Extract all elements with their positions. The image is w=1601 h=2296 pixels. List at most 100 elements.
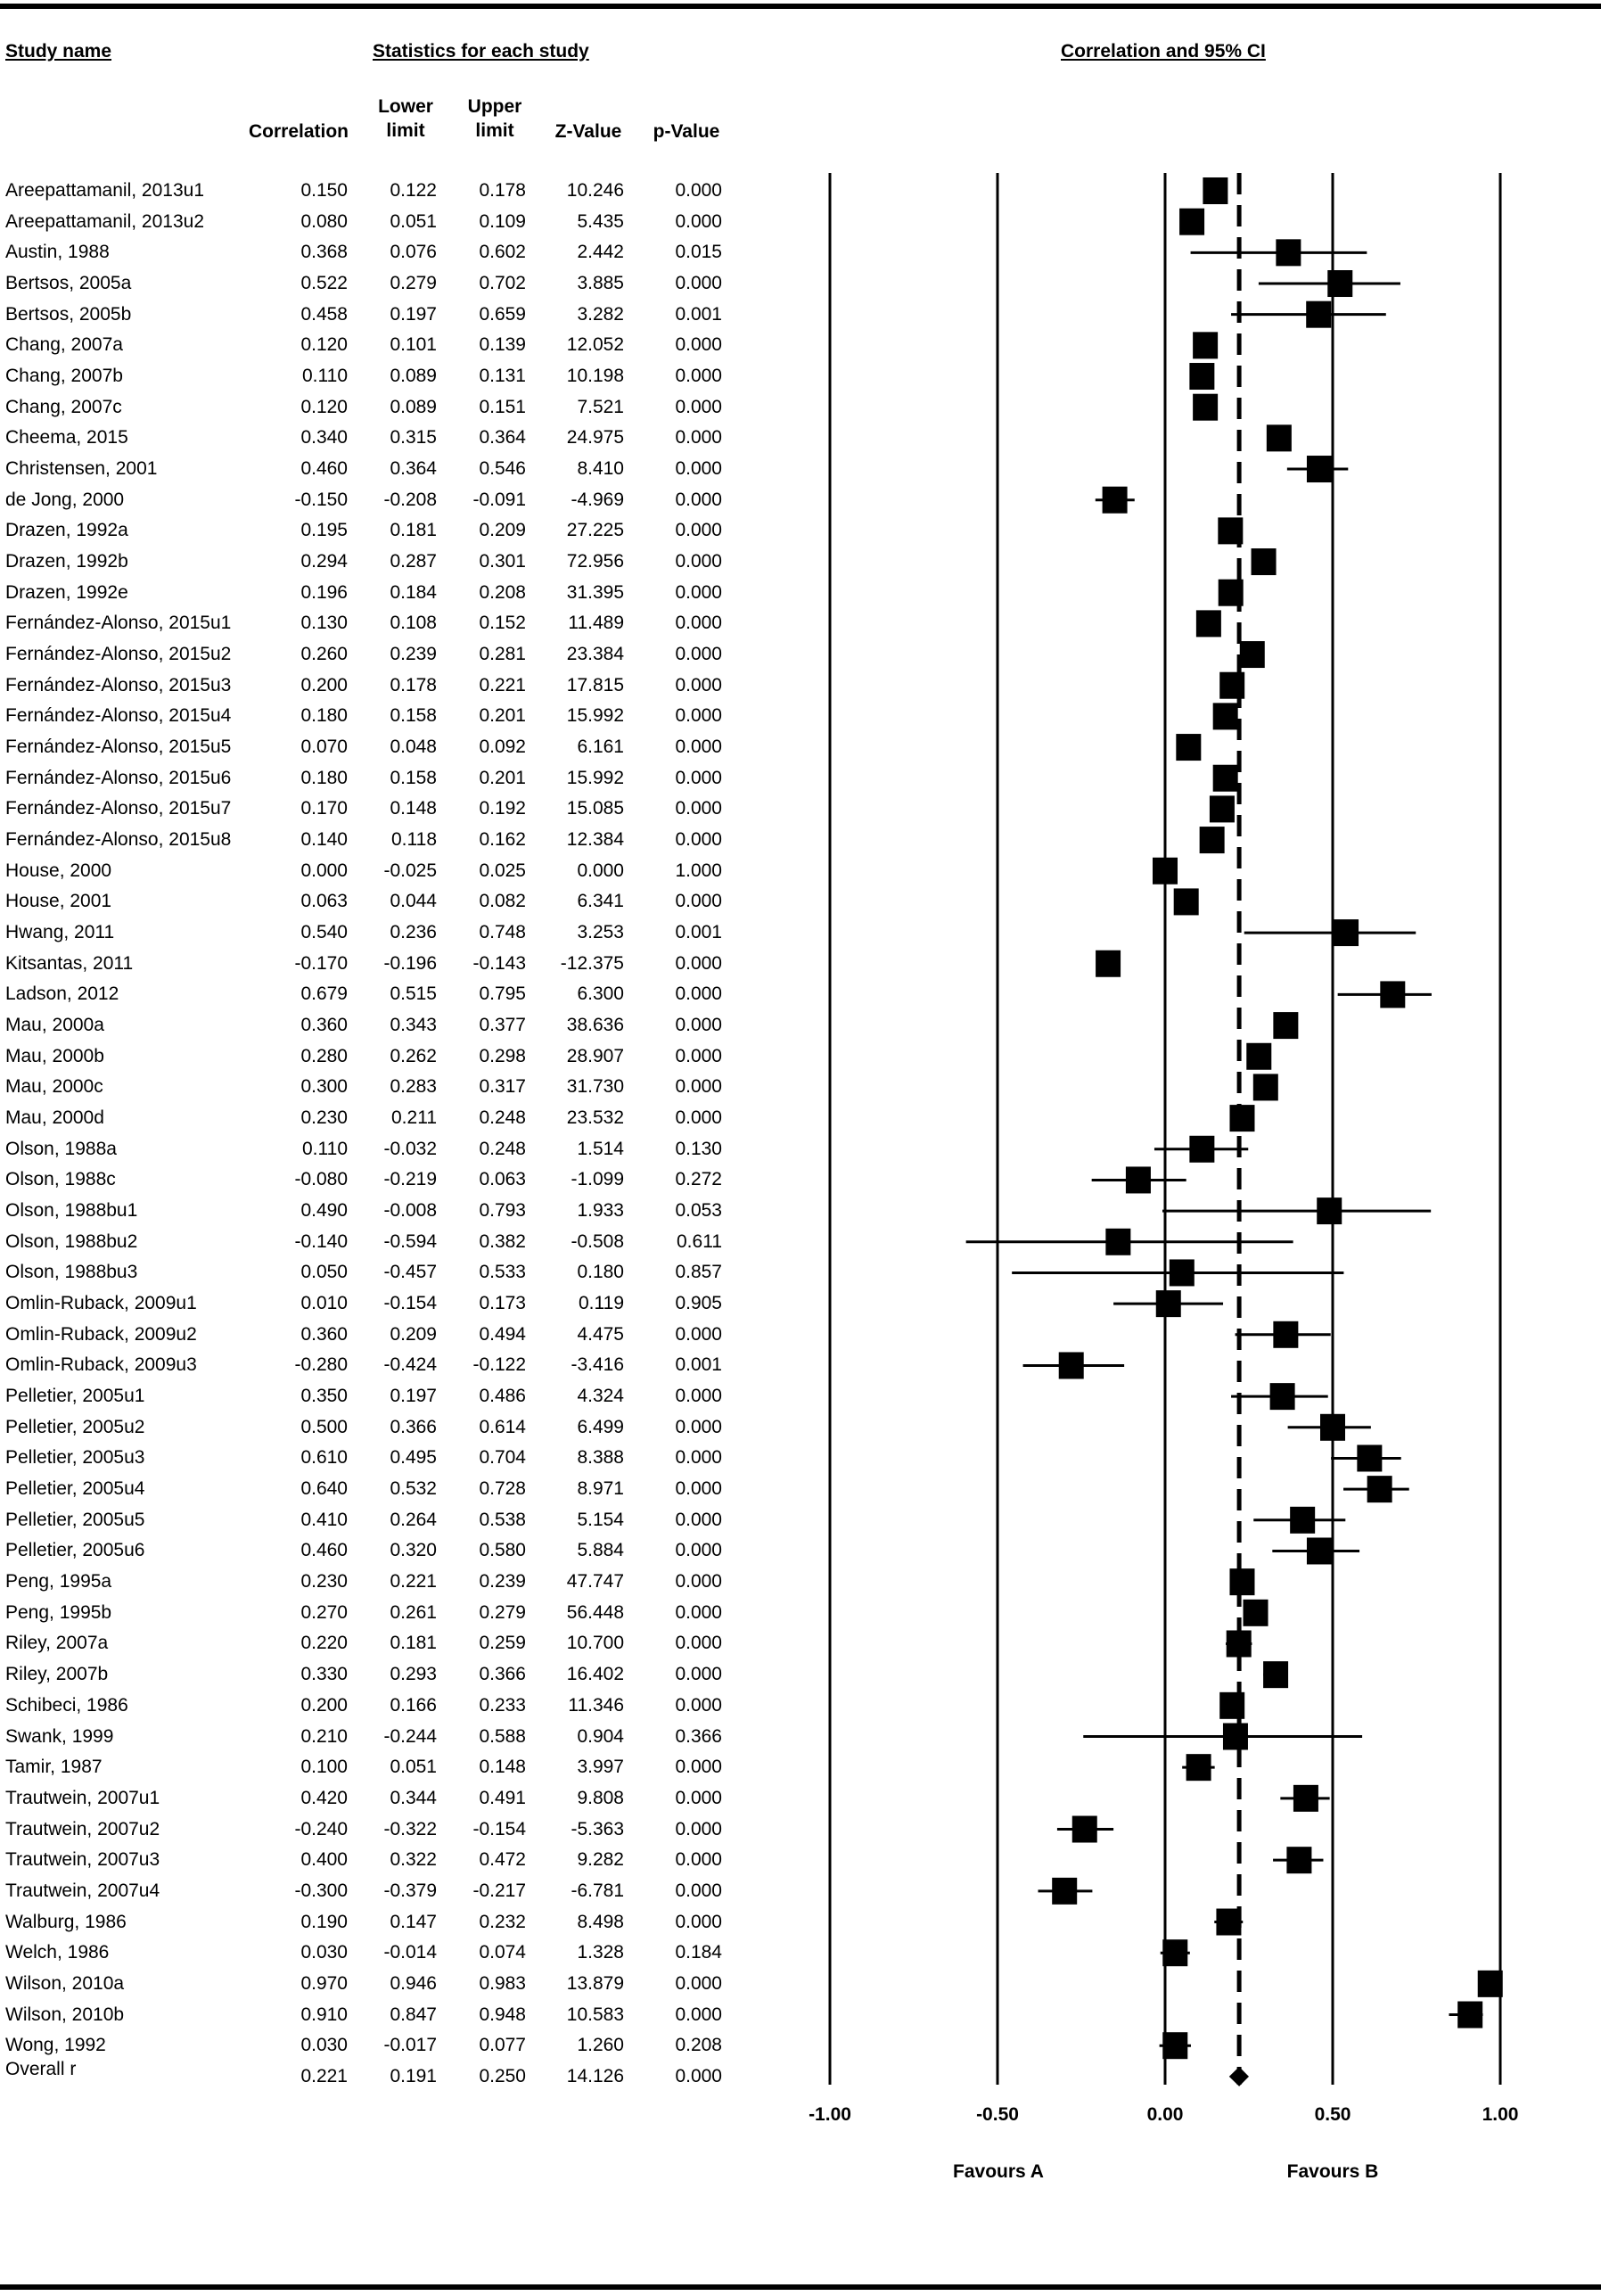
- lower-limit-cell: 0.101: [390, 334, 437, 356]
- study-name-cell: Welch, 1986: [5, 1942, 110, 1963]
- z-value-cell: 6.300: [577, 983, 624, 1005]
- p-value-cell: 0.001: [675, 1354, 722, 1376]
- correlation-cell: 0.910: [300, 2004, 348, 2025]
- effect-marker: [1209, 795, 1235, 823]
- lower-limit-cell: -0.196: [383, 952, 437, 974]
- study-name-cell: Hwang, 2011: [5, 922, 115, 943]
- p-value-cell: 0.000: [675, 427, 722, 449]
- study-name-cell: Omlin-Ruback, 2009u2: [5, 1323, 197, 1345]
- lower-limit-cell: -0.025: [383, 860, 437, 881]
- p-value-cell: 0.000: [675, 1509, 722, 1530]
- p-value-cell: 0.857: [675, 1262, 722, 1283]
- study-name-cell: Fernández-Alonso, 2015u8: [5, 829, 232, 851]
- z-value-cell: 0.904: [577, 1725, 624, 1747]
- effect-marker: [1176, 734, 1202, 761]
- z-value-cell: -6.781: [571, 1880, 624, 1901]
- p-value-cell: 0.001: [675, 303, 722, 325]
- lower-limit-cell: 0.089: [390, 396, 437, 417]
- z-value-cell: 17.815: [566, 674, 624, 695]
- correlation-cell: 0.200: [300, 1694, 348, 1716]
- p-value-cell: 0.130: [675, 1138, 722, 1159]
- correlation-cell: 0.230: [300, 1571, 348, 1592]
- z-value-cell: 1.514: [577, 1138, 624, 1159]
- p-value-cell: 0.000: [675, 1880, 722, 1901]
- correlation-cell: 0.270: [300, 1601, 348, 1623]
- lower-limit-cell: -0.008: [383, 1200, 437, 1222]
- lower-limit-cell: 0.364: [390, 458, 437, 480]
- effect-marker: [1293, 1784, 1318, 1812]
- study-name-cell: Olson, 1988bu2: [5, 1230, 138, 1252]
- effect-marker: [1327, 270, 1353, 298]
- study-row: Areepattamanil, 2013u2 0.080 0.051 0.109 5.4…: [0, 207, 767, 237]
- lower-limit-cell: 0.261: [390, 1601, 437, 1623]
- correlation-cell: 0.330: [300, 1664, 348, 1685]
- correlation-cell: -0.150: [294, 489, 348, 510]
- study-row: Peng, 1995b 0.270 0.261 0.279 56.448 0.000: [0, 1598, 767, 1628]
- study-row: Olson, 1988bu3 0.050 -0.457 0.533 0.180 0.857: [0, 1257, 767, 1288]
- lower-limit-cell: 0.048: [390, 737, 437, 758]
- plot-header: Correlation and 95% CI: [1061, 41, 1266, 62]
- p-value-cell: 0.208: [675, 2035, 722, 2056]
- study-name-cell: Mau, 2000d: [5, 1107, 104, 1129]
- p-value-cell: 0.000: [675, 1601, 722, 1623]
- study-row: Pelletier, 2005u4 0.640 0.532 0.728 8.971 0.0…: [0, 1474, 767, 1504]
- upper-limit-cell: 0.074: [479, 1942, 526, 1963]
- lower-limit-cell: 0.147: [390, 1911, 437, 1932]
- effect-marker: [1317, 1197, 1342, 1225]
- lower-limit-cell: 0.181: [390, 520, 437, 541]
- upper-limit-cell: 0.192: [479, 798, 526, 819]
- study-row: Fernández-Alonso, 2015u1 0.130 0.108 0.152 1…: [0, 608, 767, 638]
- bottom-rule: [0, 2284, 1601, 2290]
- study-row: Schibeci, 1986 0.200 0.166 0.233 11.346 0.000: [0, 1691, 767, 1721]
- upper-limit-cell: 0.614: [479, 1416, 526, 1437]
- z-value-cell: 1.933: [577, 1200, 624, 1222]
- x-tick-label: 1.00: [1482, 2104, 1519, 2125]
- effect-marker: [1243, 1599, 1268, 1626]
- lower-limit-cell: 0.495: [390, 1447, 437, 1469]
- p-value-cell: 0.000: [675, 1787, 722, 1808]
- upper-limit-cell: 0.239: [479, 1571, 526, 1592]
- lower-limit-cell: 0.089: [390, 366, 437, 387]
- z-value-cell: 5.884: [577, 1540, 624, 1561]
- study-row: Chang, 2007b 0.110 0.089 0.131 10.198 0.000: [0, 361, 767, 391]
- z-value-cell: 3.997: [577, 1757, 624, 1778]
- z-value-cell: 13.879: [566, 1972, 624, 1994]
- correlation-cell: 0.610: [300, 1447, 348, 1469]
- study-row: Bertsos, 2005a 0.522 0.279 0.702 3.885 0.000: [0, 268, 767, 299]
- z-value-cell: 12.052: [566, 334, 624, 356]
- correlation-cell: 0.300: [300, 1076, 348, 1098]
- upper-limit-cell: 0.082: [479, 891, 526, 912]
- p-value-cell: 0.000: [675, 366, 722, 387]
- correlation-cell: -0.140: [294, 1230, 348, 1252]
- z-value-cell: 4.475: [577, 1323, 624, 1345]
- z-value-cell: -1.099: [571, 1169, 624, 1190]
- lower-limit-cell: 0.236: [390, 922, 437, 943]
- p-value-cell: 0.000: [675, 1107, 722, 1129]
- study-row: Mau, 2000a 0.360 0.343 0.377 38.636 0.000: [0, 1010, 767, 1041]
- correlation-cell: 0.360: [300, 1323, 348, 1345]
- study-name-cell: Olson, 1988c: [5, 1169, 116, 1190]
- z-value-cell: 72.956: [566, 551, 624, 572]
- upper-limit-cell: 0.533: [479, 1262, 526, 1283]
- lower-limit-cell: 0.322: [390, 1849, 437, 1871]
- study-row: Chang, 2007c 0.120 0.089 0.151 7.521 0.000: [0, 392, 767, 423]
- correlation-cell: 0.340: [300, 427, 348, 449]
- lower-limit-cell: 0.158: [390, 767, 437, 788]
- upper-limit-cell: 0.077: [479, 2035, 526, 2056]
- correlation-cell: 0.280: [300, 1045, 348, 1066]
- upper-limit-cell: -0.154: [472, 1818, 526, 1839]
- z-value-cell: 9.282: [577, 1849, 624, 1871]
- study-name-cell: Pelletier, 2005u3: [5, 1447, 145, 1469]
- study-name-cell: Fernández-Alonso, 2015u7: [5, 798, 232, 819]
- study-name-cell: House, 2001: [5, 891, 112, 912]
- correlation-cell: 0.130: [300, 613, 348, 634]
- p-value-cell: 0.000: [675, 1757, 722, 1778]
- z-value-cell: 0.119: [579, 1293, 624, 1314]
- col-lower-header: Lower limit: [365, 95, 446, 143]
- p-value-cell: 0.000: [675, 2065, 722, 2086]
- study-name-cell: Bertsos, 2005a: [5, 273, 132, 293]
- effect-marker: [1189, 1135, 1215, 1163]
- study-name-cell: Wilson, 2010b: [5, 2004, 125, 2025]
- effect-marker: [1218, 517, 1244, 545]
- col-lower-line2: limit: [386, 120, 425, 141]
